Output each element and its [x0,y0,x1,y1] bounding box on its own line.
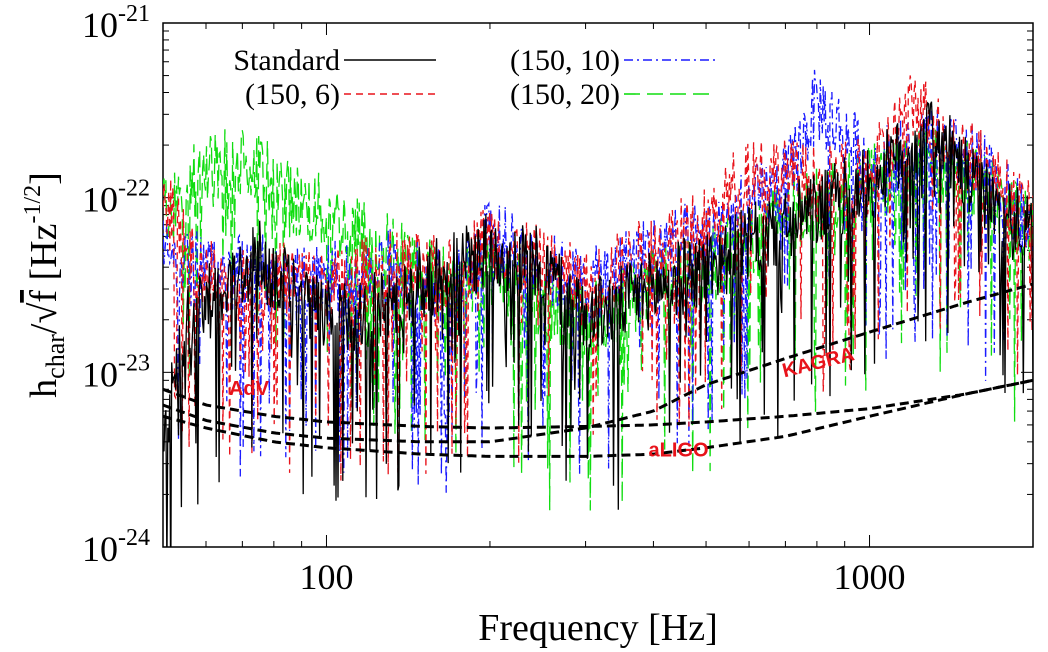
series-line [163,129,1033,511]
legend-label: (150, 20) [510,78,620,111]
y-tick-label: 10-21 [82,1,150,45]
sensitivity-curve [163,282,1033,444]
y-axis-label: hchar/√f [Hz-1/2] [20,172,70,398]
series-line [163,101,1033,547]
legend-label: (150, 6) [245,78,340,111]
y-tick-label: 10-23 [82,350,150,394]
legend: Standard(150, 6) (150, 10)(150, 20) [233,44,716,111]
y-tick-label: 10-22 [82,176,150,220]
plot-area [163,69,1033,547]
x-tick-label: 1000 [834,557,906,597]
y-tick-label: 10-24 [82,525,150,569]
curve-annotation: AdV [229,378,270,400]
x-axis-label: Frequency [Hz] [478,607,718,649]
legend-label: (150, 10) [510,44,620,77]
legend-label: Standard [233,44,340,77]
series-line [163,75,1033,481]
curve-annotation: aLIGO [649,439,709,461]
series-line [163,69,1033,493]
x-tick-label: 100 [299,557,353,597]
sensitivity-curve [163,378,1033,458]
